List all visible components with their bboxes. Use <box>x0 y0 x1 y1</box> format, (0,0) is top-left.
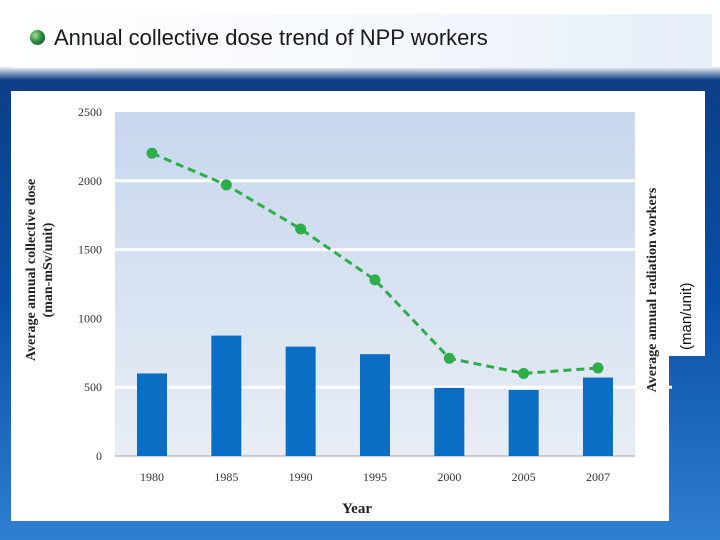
x-tick-label: 2007 <box>586 470 610 484</box>
x-tick-label: 1985 <box>214 470 238 484</box>
y-tick-label: 0 <box>96 449 102 463</box>
y-tick-labels: 0 500 1000 1500 2000 2500 <box>78 105 102 463</box>
x-tick-label: 1990 <box>289 470 313 484</box>
bar <box>434 387 465 456</box>
bar <box>582 377 613 456</box>
line-series <box>146 147 604 379</box>
y-tick-label: 2000 <box>78 174 102 188</box>
bar-series <box>137 335 613 456</box>
y-tick-label: 500 <box>84 380 102 394</box>
right-axis-unit-strip <box>669 91 705 356</box>
x-tick-label: 1980 <box>140 470 164 484</box>
y-tick-label: 2500 <box>78 105 102 119</box>
bar <box>285 346 316 456</box>
line-point <box>369 274 381 286</box>
x-axis-label: Year <box>342 501 372 517</box>
line-point <box>220 179 232 191</box>
line-point <box>443 352 455 364</box>
green-globe-bullet-icon <box>30 30 45 45</box>
line-point <box>518 367 530 379</box>
bar <box>137 373 167 456</box>
x-tick-labels: 1980 1985 1990 1995 2000 2005 2007 <box>140 470 610 484</box>
line-point <box>592 362 604 374</box>
right-axis-label: Average annual radiation workers <box>645 187 660 392</box>
x-tick-label: 2000 <box>437 470 461 484</box>
page-title: Annual collective dose trend of NPP work… <box>54 25 488 50</box>
bar <box>508 389 539 456</box>
y-axis-label-line1: Average annual collective dose <box>24 179 39 361</box>
line-point <box>146 147 158 159</box>
bar <box>211 335 242 456</box>
y-axis-label-line2: (man-mSv/unit) <box>41 222 56 317</box>
x-tick-label: 1995 <box>363 470 387 484</box>
title-bar <box>12 14 712 68</box>
y-tick-label: 1000 <box>78 311 102 325</box>
line-point <box>295 223 307 235</box>
x-tick-label: 2005 <box>512 470 536 484</box>
bar <box>359 354 390 456</box>
y-tick-label: 1500 <box>78 243 102 257</box>
